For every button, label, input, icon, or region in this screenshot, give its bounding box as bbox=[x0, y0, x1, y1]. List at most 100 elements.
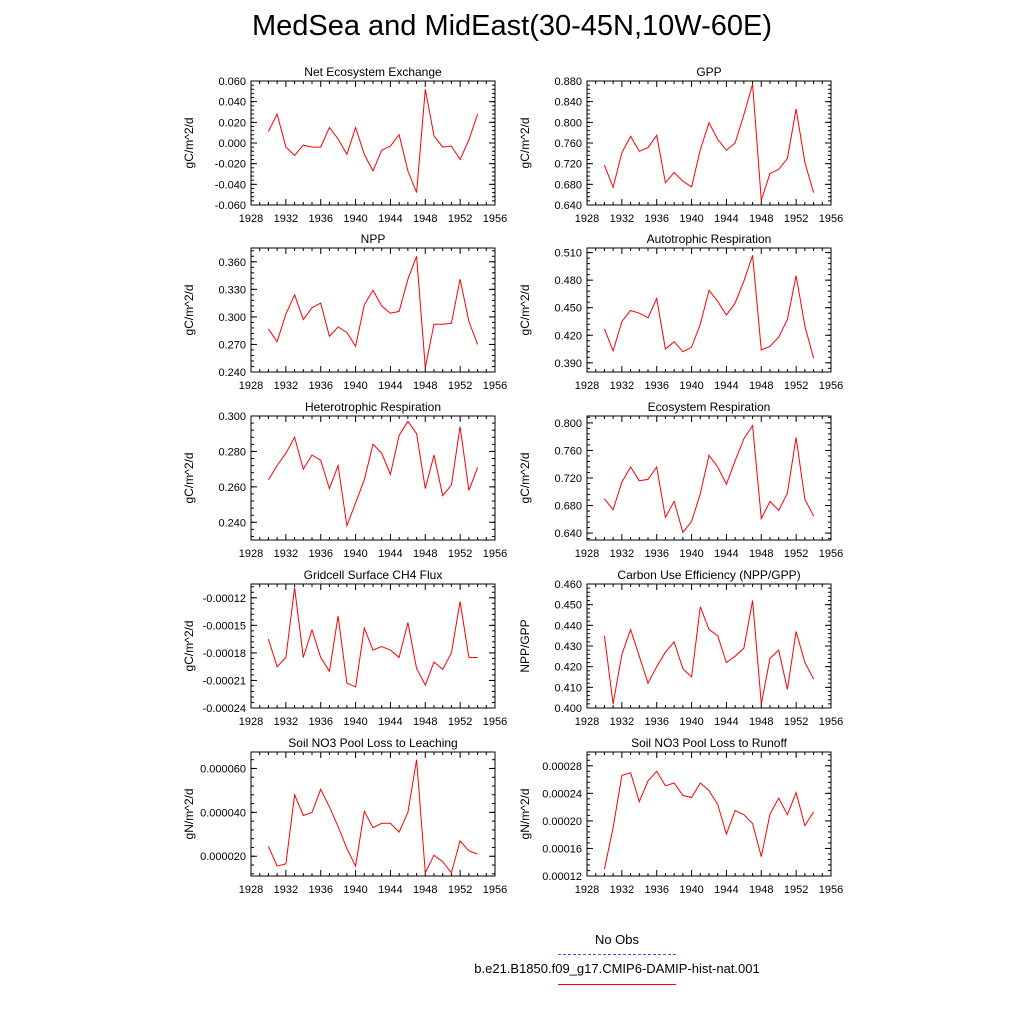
x-tick-label: 1932 bbox=[274, 716, 298, 728]
y-tick-label: 0.00028 bbox=[542, 761, 582, 773]
x-tick-label: 1944 bbox=[714, 716, 738, 728]
x-tick-label: 1948 bbox=[413, 716, 437, 728]
y-tick-label: -0.00012 bbox=[203, 593, 246, 605]
x-tick-label: 1948 bbox=[749, 380, 773, 392]
y-tick-label: -0.00015 bbox=[203, 620, 246, 632]
x-tick-label: 1944 bbox=[378, 884, 402, 896]
y-tick-label: 0.00016 bbox=[542, 843, 582, 855]
y-tick-label: -0.00021 bbox=[203, 675, 246, 687]
y-tick-label: 0.280 bbox=[218, 446, 246, 458]
y-axis-label: NPP/GPP bbox=[518, 619, 532, 672]
y-axis-label: gN/m^2/d bbox=[518, 789, 532, 840]
y-tick-label: -0.00024 bbox=[203, 703, 246, 715]
x-tick-label: 1948 bbox=[749, 884, 773, 896]
x-tick-label: 1936 bbox=[308, 213, 332, 225]
chart-panel-1: Net Ecosystem Exchange gC/m^2/d 1928 1932 19… bbox=[182, 65, 507, 225]
y-tick-label: 0.480 bbox=[554, 275, 582, 287]
chart-title: Carbon Use Efficiency (NPP/GPP) bbox=[617, 568, 800, 582]
y-tick-label: 0.760 bbox=[554, 445, 582, 457]
x-tick-label: 1948 bbox=[749, 213, 773, 225]
x-tick-label: 1932 bbox=[610, 716, 634, 728]
chart-title: Autotrophic Respiration bbox=[647, 232, 772, 246]
y-tick-label: 0.00024 bbox=[542, 788, 582, 800]
x-tick-label: 1940 bbox=[343, 884, 367, 896]
y-axis-label: gC/m^2/d bbox=[518, 285, 532, 336]
series-line bbox=[267, 587, 478, 688]
x-tick-label: 1956 bbox=[819, 213, 843, 225]
x-tick-label: 1952 bbox=[448, 716, 472, 728]
x-tick-label: 1928 bbox=[575, 380, 599, 392]
y-tick-label: 0.720 bbox=[554, 473, 582, 485]
chart-panel-10: Soil NO3 Pool Loss to Runoff gN/m^2/d 1928… bbox=[518, 736, 843, 896]
page-title: MedSea and MidEast(30-45N,10W-60E) bbox=[251, 10, 773, 42]
y-tick-label: 0.00020 bbox=[542, 816, 582, 828]
y-tick-label: 0.800 bbox=[554, 117, 582, 129]
x-tick-label: 1944 bbox=[378, 380, 402, 392]
x-tick-label: 1952 bbox=[448, 884, 472, 896]
series-line bbox=[267, 256, 479, 368]
y-tick-label: 0.640 bbox=[554, 528, 582, 540]
y-tick-label: 0.00012 bbox=[542, 871, 582, 883]
x-tick-label: 1956 bbox=[819, 884, 843, 896]
x-tick-label: 1940 bbox=[679, 716, 703, 728]
x-tick-label: 1952 bbox=[784, 716, 808, 728]
x-tick-label: 1956 bbox=[483, 213, 507, 225]
x-tick-label: 1948 bbox=[749, 548, 773, 560]
y-tick-label: 0.420 bbox=[554, 662, 582, 674]
y-axis-label: gC/m^2/d bbox=[182, 453, 196, 504]
x-tick-label: 1956 bbox=[483, 884, 507, 896]
y-tick-label: 0.680 bbox=[554, 179, 582, 191]
chart-panel-4: Autotrophic Respiration gC/m^2/d 1928 1932 1… bbox=[518, 232, 843, 392]
chart-title: Net Ecosystem Exchange bbox=[304, 65, 442, 79]
y-tick-label: 0.460 bbox=[554, 579, 582, 591]
y-tick-label: 0.060 bbox=[218, 76, 246, 88]
chart-panel-3: NPP gC/m^2/d 1928 1932 1936 1940 1944 1948 1952 1… bbox=[182, 232, 507, 392]
y-tick-label: 0.430 bbox=[554, 641, 582, 653]
y-tick-label: 0.000020 bbox=[200, 851, 246, 863]
x-tick-label: 1944 bbox=[714, 548, 738, 560]
plot-frame bbox=[586, 247, 832, 373]
y-tick-label: 0.760 bbox=[554, 138, 582, 150]
y-tick-label: 0.450 bbox=[554, 600, 582, 612]
x-tick-label: 1944 bbox=[378, 716, 402, 728]
x-tick-label: 1928 bbox=[575, 213, 599, 225]
x-tick-label: 1928 bbox=[575, 884, 599, 896]
x-tick-label: 1944 bbox=[714, 380, 738, 392]
x-tick-label: 1936 bbox=[644, 716, 668, 728]
y-tick-label: 0.360 bbox=[218, 257, 246, 269]
x-tick-label: 1956 bbox=[483, 380, 507, 392]
y-tick-label: 0.020 bbox=[218, 117, 246, 129]
plot-frame bbox=[250, 415, 496, 541]
x-tick-label: 1928 bbox=[239, 716, 263, 728]
x-tick-label: 1952 bbox=[448, 213, 472, 225]
chart-panel-9: Soil NO3 Pool Loss to Leaching gN/m^2/d 19… bbox=[182, 736, 507, 896]
x-tick-label: 1940 bbox=[679, 884, 703, 896]
y-tick-label: 0.420 bbox=[554, 330, 582, 342]
x-tick-label: 1956 bbox=[819, 548, 843, 560]
chart-title: Ecosystem Respiration bbox=[648, 400, 771, 414]
y-tick-label: 0.040 bbox=[218, 97, 246, 109]
x-tick-label: 1928 bbox=[239, 548, 263, 560]
x-tick-label: 1952 bbox=[448, 380, 472, 392]
x-tick-label: 1956 bbox=[483, 548, 507, 560]
series-line bbox=[267, 759, 478, 875]
x-tick-label: 1948 bbox=[413, 213, 437, 225]
x-tick-label: 1936 bbox=[308, 380, 332, 392]
plot-frame bbox=[250, 751, 496, 877]
y-axis-label: gC/m^2/d bbox=[182, 285, 196, 336]
x-tick-label: 1936 bbox=[644, 380, 668, 392]
y-axis-label: gC/m^2/d bbox=[182, 621, 196, 672]
y-tick-label: 0.390 bbox=[554, 358, 582, 370]
y-axis-label: gC/m^2/d bbox=[182, 118, 196, 169]
series-line bbox=[267, 89, 479, 193]
x-tick-label: 1932 bbox=[274, 380, 298, 392]
x-tick-label: 1932 bbox=[610, 884, 634, 896]
x-tick-label: 1940 bbox=[679, 213, 703, 225]
y-axis-label: gC/m^2/d bbox=[518, 453, 532, 504]
chart-title: Soil NO3 Pool Loss to Leaching bbox=[288, 736, 457, 750]
x-tick-label: 1948 bbox=[749, 716, 773, 728]
plot-frame bbox=[250, 80, 496, 206]
y-tick-label: 0.000040 bbox=[200, 807, 246, 819]
y-tick-label: 0.300 bbox=[218, 312, 246, 324]
